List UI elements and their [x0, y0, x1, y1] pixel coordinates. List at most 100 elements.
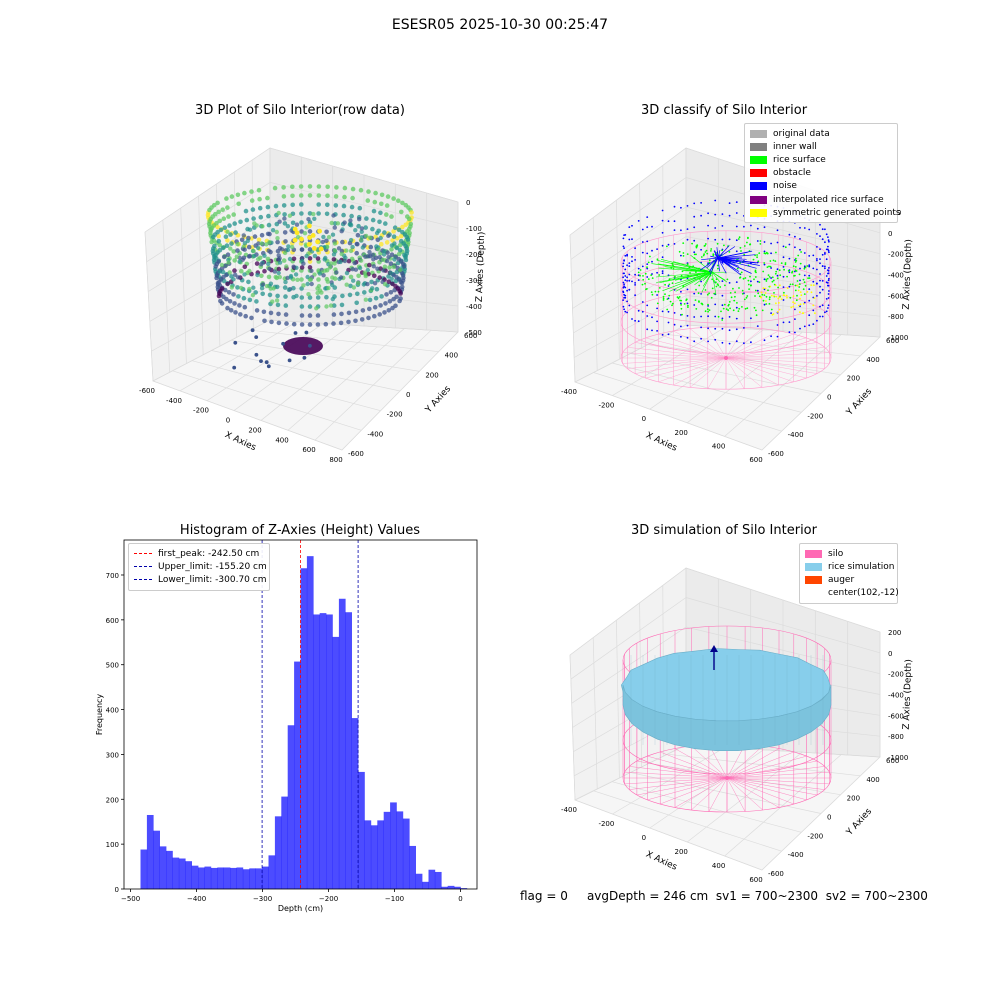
silo-floor-spoke	[725, 342, 817, 359]
noise-point	[824, 265, 826, 268]
noise-point	[788, 285, 791, 288]
data-point	[242, 190, 247, 196]
data-point	[371, 264, 376, 269]
data-point	[398, 279, 404, 285]
data-point	[253, 290, 258, 295]
data-point	[389, 276, 394, 281]
data-point	[241, 233, 246, 238]
data-point	[326, 235, 332, 240]
data-point	[221, 216, 227, 221]
data-point	[256, 257, 261, 262]
data-point	[273, 274, 278, 280]
data-point	[257, 205, 263, 211]
floor-grid-y	[230, 339, 420, 372]
status-line: flag = 0 avgDepth = 246 cm sv1 = 700~230…	[520, 889, 928, 903]
silo-floor-spoke	[673, 357, 727, 386]
data-point	[307, 229, 313, 234]
data-point	[215, 200, 220, 206]
data-point	[227, 223, 232, 228]
noise-point	[680, 290, 682, 293]
data-point	[315, 322, 321, 327]
data-point	[277, 256, 282, 261]
data-point	[231, 292, 236, 297]
data-point	[359, 235, 365, 240]
data-point	[331, 257, 337, 262]
data-point	[307, 313, 313, 318]
data-point	[236, 201, 241, 207]
noise-point	[819, 223, 821, 226]
legend-entry-auger: auger	[805, 573, 892, 586]
data-point	[378, 303, 383, 308]
data-point	[284, 264, 289, 269]
data-point	[250, 292, 256, 298]
data-point	[287, 213, 293, 218]
data-point	[330, 282, 335, 288]
data-point	[307, 295, 313, 300]
data-point	[307, 265, 313, 270]
data-point	[291, 285, 296, 291]
data-point	[404, 246, 410, 251]
y-tick-label: -200	[387, 411, 403, 419]
data-point	[242, 272, 247, 277]
silo-floor-spoke	[725, 357, 779, 386]
data-point	[290, 220, 296, 226]
data-point	[348, 274, 354, 280]
data-point	[274, 229, 279, 235]
data-point	[356, 273, 361, 279]
floor-grid-y	[152, 380, 343, 451]
data-point	[340, 293, 345, 299]
data-point	[353, 309, 359, 315]
data-point	[321, 234, 326, 240]
data-point	[315, 239, 320, 245]
data-point	[391, 229, 396, 234]
x-tick-label: -200	[193, 407, 209, 415]
silo-floor-spoke	[725, 357, 817, 374]
wall-grid-x	[162, 219, 171, 373]
data-point	[346, 258, 352, 264]
data-point	[331, 321, 336, 326]
data-point	[397, 247, 403, 253]
z-tick-label: -100	[466, 225, 482, 233]
data-point	[225, 205, 230, 210]
data-point	[219, 262, 225, 268]
data-point	[399, 209, 404, 215]
data-point	[282, 285, 288, 290]
data-point	[285, 275, 290, 281]
z-tick-label: -200	[466, 251, 482, 259]
noise-point	[728, 202, 731, 205]
data-point	[364, 216, 369, 221]
y-tick-label: 0	[406, 391, 410, 399]
wall-grid-z2	[144, 147, 271, 233]
x-tick-label: -600	[139, 387, 155, 395]
noise-point	[827, 236, 829, 239]
data-point	[387, 265, 392, 270]
data-point	[332, 225, 337, 230]
data-point	[259, 232, 265, 238]
data-point	[370, 217, 376, 223]
data-point	[295, 277, 300, 282]
data-point	[323, 321, 329, 327]
data-point	[235, 248, 240, 253]
data-point	[357, 265, 363, 271]
data-point	[281, 341, 285, 346]
noise-point	[641, 265, 644, 268]
noise-point	[714, 213, 717, 216]
data-point	[259, 262, 264, 267]
noise-point	[693, 202, 696, 205]
noise-point	[631, 238, 633, 241]
y-tick-label: 400	[866, 776, 879, 784]
noise-point	[721, 213, 724, 216]
data-point	[380, 257, 385, 262]
data-point	[312, 216, 317, 221]
data-point	[382, 310, 387, 315]
data-point	[287, 256, 293, 262]
data-point	[299, 247, 305, 252]
data-point	[266, 261, 271, 267]
data-point	[351, 285, 357, 290]
data-point	[382, 264, 388, 269]
legend-swatch	[805, 562, 822, 571]
noise-point	[622, 237, 625, 240]
data-point	[354, 300, 360, 306]
data-point	[247, 297, 253, 303]
silo-floor-spoke	[725, 327, 745, 359]
